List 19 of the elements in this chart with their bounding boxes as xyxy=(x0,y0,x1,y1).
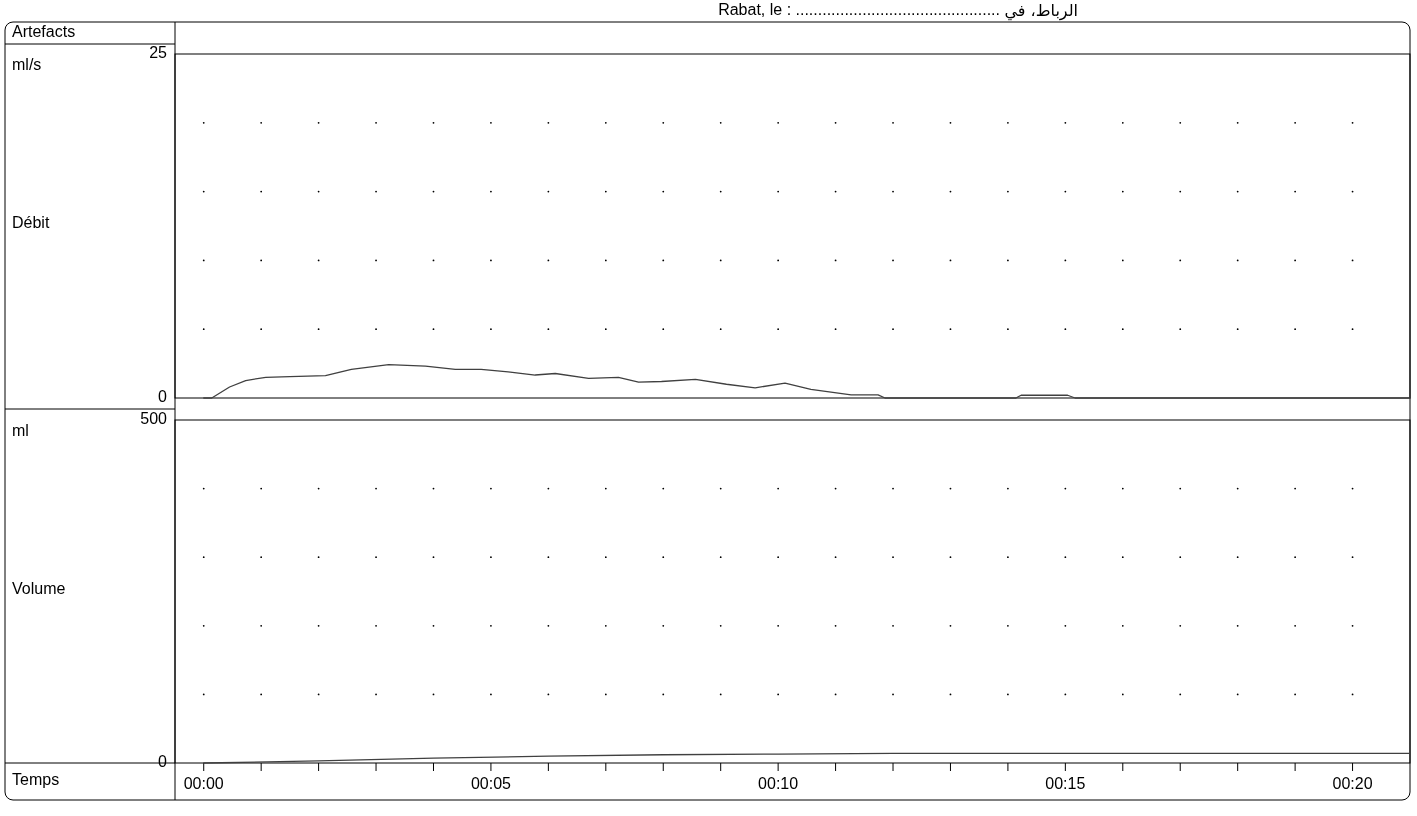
y-axis-title: Débit xyxy=(12,214,50,232)
text: الرباط، في xyxy=(1004,0,1078,21)
y-axis-title: Volume xyxy=(12,579,66,597)
y-tick-label: 500 xyxy=(140,410,168,428)
y-tick-label: 0 xyxy=(158,388,168,406)
x-tick-label: 00:00 xyxy=(183,775,224,793)
line-series xyxy=(203,363,1411,399)
text: Artefacts xyxy=(12,23,76,41)
text: Rabat, le : .............................................. xyxy=(718,1,1000,19)
x-tick-label: 00:10 xyxy=(758,775,799,793)
x-tick-label: 00:15 xyxy=(1045,775,1086,793)
x-axis-title: Temps xyxy=(12,771,60,789)
text: ml xyxy=(12,422,29,440)
x-tick-label: 00:05 xyxy=(470,775,512,793)
y-tick-label: 0 xyxy=(158,753,168,771)
y-tick-label: 25 xyxy=(149,44,168,62)
text: ml/s xyxy=(12,56,42,74)
x-tick-label: 00:20 xyxy=(1332,775,1373,793)
line-series xyxy=(203,752,1411,764)
